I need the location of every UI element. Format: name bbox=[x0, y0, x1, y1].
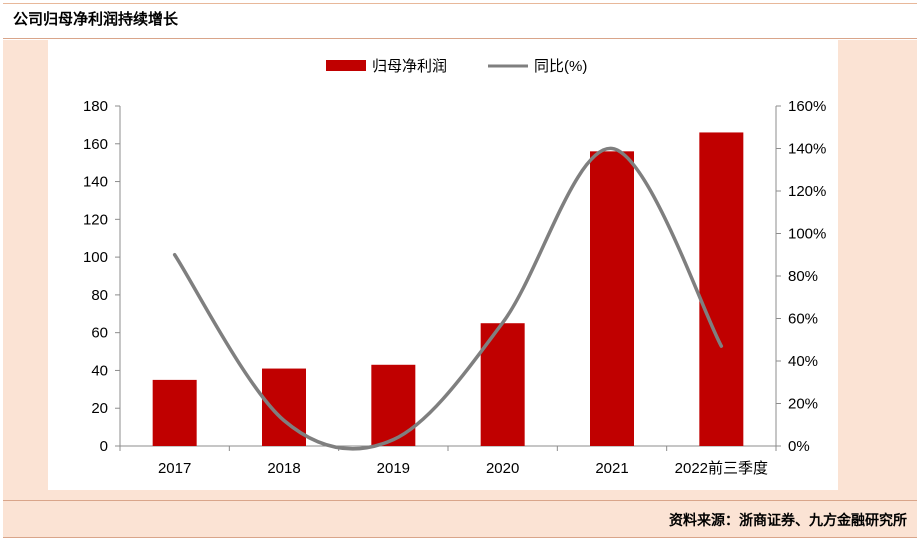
x-tick-label: 2017 bbox=[158, 460, 191, 477]
chart-footer: 资料来源：浙商证券、九方金融研究所 bbox=[3, 500, 917, 538]
y-right-tick-label: 120% bbox=[788, 183, 826, 200]
y-left-tick-label: 100 bbox=[83, 249, 108, 266]
x-tick-label: 2021 bbox=[595, 460, 628, 477]
y-right-tick-label: 140% bbox=[788, 141, 826, 158]
x-tick-label: 2019 bbox=[377, 460, 410, 477]
legend-label-bar: 归母净利润 bbox=[372, 58, 447, 75]
yoy-line bbox=[172, 146, 724, 451]
chart-svg: 归母净利润 同比(%) 0 20 40 60 80 100 120 140 160 180 0% 20… bbox=[83, 58, 826, 477]
bar bbox=[371, 364, 416, 446]
bar bbox=[699, 132, 744, 446]
y-left-tick-label: 0 bbox=[100, 438, 108, 455]
y-left-tick-label: 20 bbox=[91, 400, 108, 417]
y-left-tick-label: 180 bbox=[83, 98, 108, 115]
legend: 归母净利润 同比(%) bbox=[326, 58, 587, 75]
y-left-tick-label: 80 bbox=[91, 287, 108, 304]
y-left-tick-label: 160 bbox=[83, 136, 108, 153]
y-left-tick-label: 120 bbox=[83, 211, 108, 228]
x-tick-label: 2022前三季度 bbox=[675, 460, 768, 477]
chart-title: 公司归母净利润持续增长 bbox=[13, 10, 179, 28]
y-right-tick-label: 40% bbox=[788, 353, 818, 370]
legend-label-line: 同比(%) bbox=[534, 58, 587, 75]
chart-header: 公司归母净利润持续增长 bbox=[3, 3, 917, 39]
y-right-tick-label: 100% bbox=[788, 226, 826, 243]
bars bbox=[152, 132, 744, 446]
y-left-tick-label: 140 bbox=[83, 174, 108, 191]
y-right-tick-label: 0% bbox=[788, 438, 810, 455]
y-right-tick-label: 80% bbox=[788, 268, 818, 285]
y-left-tick-label: 40 bbox=[91, 362, 108, 379]
bar bbox=[590, 151, 634, 446]
legend-swatch-bar bbox=[326, 60, 366, 71]
x-tick-label: 2020 bbox=[486, 460, 519, 477]
bar bbox=[152, 379, 197, 446]
x-tick-label: 2018 bbox=[267, 460, 300, 477]
source-note: 资料来源：浙商证券、九方金融研究所 bbox=[669, 513, 907, 529]
y-right-tick-label: 20% bbox=[788, 396, 818, 413]
line-series bbox=[172, 146, 724, 451]
bar bbox=[262, 368, 306, 446]
axes: 0 20 40 60 80 100 120 140 160 180 0% 20% 40% 60% 80% 10… bbox=[83, 98, 826, 477]
y-right-tick-label: 60% bbox=[788, 311, 818, 328]
y-right-tick-label: 160% bbox=[788, 98, 826, 115]
y-left-tick-label: 60 bbox=[91, 325, 108, 342]
chart-area: 归母净利润 同比(%) 0 20 40 60 80 100 120 140 160 180 0% 20… bbox=[48, 40, 838, 490]
